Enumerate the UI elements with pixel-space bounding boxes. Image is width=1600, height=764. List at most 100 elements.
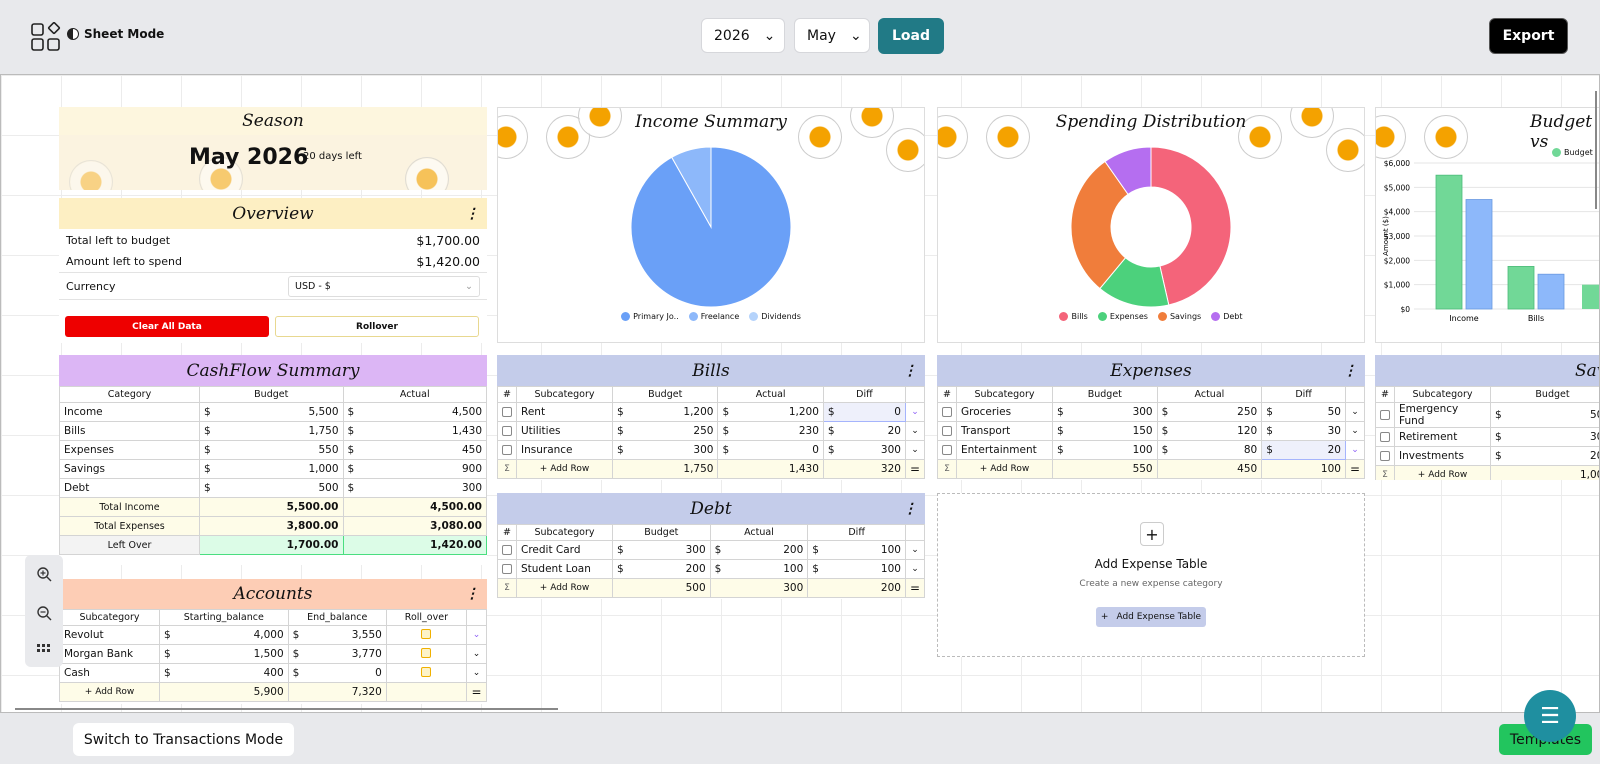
chevron-down-icon[interactable]: ⌄ — [466, 663, 487, 683]
accounts-menu-icon[interactable]: ⋮ — [465, 586, 479, 602]
actual-cell[interactable]: 1,430 — [358, 421, 488, 441]
budget-cell[interactable]: 500 — [214, 478, 344, 498]
row-checkbox[interactable] — [1380, 451, 1390, 461]
row-checkbox[interactable] — [502, 545, 512, 555]
chevron-down-icon[interactable]: ⌄ — [466, 625, 487, 645]
zoom-in-icon[interactable] — [36, 566, 52, 582]
rollover-checkbox[interactable] — [421, 628, 432, 639]
rollover-checkbox[interactable] — [421, 666, 432, 677]
chevron-down-icon[interactable]: ⌄ — [904, 559, 926, 579]
account-name[interactable]: Morgan Bank — [59, 644, 160, 664]
bills-menu-icon[interactable]: ⋮ — [903, 362, 917, 379]
currency-select[interactable]: USD - $ ⌄ — [288, 275, 480, 297]
actual-cell[interactable]: 900 — [358, 459, 488, 479]
legend-item[interactable]: Primary Jo.. — [621, 312, 679, 321]
subcategory-cell[interactable]: Groceries — [956, 402, 1053, 422]
add-row-button[interactable]: + Add Row — [516, 578, 613, 598]
chevron-down-icon[interactable]: ⌄ — [904, 402, 926, 422]
budget-cell[interactable]: 500 — [1505, 402, 1599, 428]
subcategory-cell[interactable]: Credit Card — [516, 540, 613, 560]
legend-item[interactable]: Savings — [1157, 312, 1201, 321]
plus-icon[interactable]: + — [1140, 522, 1164, 546]
end-balance[interactable]: 0 — [303, 663, 387, 683]
actual-cell[interactable]: 250 — [1172, 402, 1263, 422]
end-balance[interactable]: 3,550 — [303, 625, 387, 645]
diff-cell[interactable]: 100 — [822, 559, 906, 579]
starting-balance[interactable]: 1,500 — [174, 644, 289, 664]
actual-cell[interactable]: 100 — [725, 559, 809, 579]
budget-cell[interactable]: 200 — [1505, 446, 1599, 466]
row-checkbox[interactable] — [942, 426, 952, 436]
bar-clipped[interactable] — [1582, 284, 1600, 309]
legend-item[interactable]: Expenses — [1097, 312, 1148, 321]
zoom-out-icon[interactable] — [36, 605, 52, 621]
row-checkbox[interactable] — [942, 407, 952, 417]
rollover-button[interactable]: Rollover — [275, 316, 479, 337]
starting-balance[interactable]: 4,000 — [174, 625, 289, 645]
export-button[interactable]: Export — [1489, 18, 1568, 54]
bar-income-1[interactable] — [1465, 199, 1493, 310]
budget-cell[interactable]: 200 — [627, 559, 711, 579]
add-row-button[interactable]: + Add Row — [1394, 465, 1491, 480]
budget-cell[interactable]: 1,000 — [214, 459, 344, 479]
add-row-button[interactable]: + Add Row — [59, 682, 160, 702]
overview-menu-icon[interactable]: ⋮ — [465, 205, 479, 222]
add-expense-table-button[interactable]: + Add Expense Table — [1096, 607, 1206, 627]
bar-bills-1[interactable] — [1537, 273, 1565, 310]
add-row-button[interactable]: + Add Row — [956, 459, 1053, 479]
keypad-icon[interactable] — [37, 643, 51, 656]
formula-icon[interactable]: = — [904, 459, 926, 479]
add-row-button[interactable]: + Add Row — [516, 459, 613, 479]
subcategory-cell[interactable]: Emergency Fund — [1394, 402, 1491, 428]
debt-menu-icon[interactable]: ⋮ — [903, 500, 917, 517]
diff-cell[interactable]: 30 — [1276, 421, 1346, 441]
account-name[interactable]: Revolut — [59, 625, 160, 645]
budget-cell[interactable]: 100 — [1067, 440, 1158, 460]
diff-cell[interactable]: 20 — [838, 421, 906, 441]
subcategory-cell[interactable]: Rent — [516, 402, 613, 422]
actual-cell[interactable]: 1,200 — [733, 402, 824, 422]
budget-cell[interactable]: 250 — [627, 421, 719, 441]
budget-cell[interactable]: 300 — [1505, 427, 1599, 447]
actual-cell[interactable]: 450 — [358, 440, 488, 460]
load-button[interactable]: Load — [878, 18, 944, 54]
sheet-canvas[interactable]: Season May 2026 20 days left Overview ⋮ … — [0, 74, 1600, 713]
subcategory-cell[interactable]: Utilities — [516, 421, 613, 441]
bar-income-0[interactable] — [1435, 174, 1463, 310]
expenses-menu-icon[interactable]: ⋮ — [1343, 362, 1357, 379]
actual-cell[interactable]: 80 — [1172, 440, 1263, 460]
diff-cell[interactable]: 20 — [1276, 440, 1346, 460]
legend-item[interactable]: Dividends — [749, 312, 801, 321]
category-cell[interactable]: Income — [59, 402, 200, 422]
chevron-down-icon[interactable]: ⌄ — [904, 540, 926, 560]
pie-slice-savings[interactable] — [1070, 160, 1129, 290]
clear-all-data-button[interactable]: Clear All Data — [65, 316, 269, 337]
app-grid-icon[interactable] — [31, 22, 61, 52]
row-checkbox[interactable] — [1380, 410, 1390, 420]
row-checkbox[interactable] — [1380, 432, 1390, 442]
rollover-checkbox[interactable] — [421, 647, 432, 658]
subcategory-cell[interactable]: Investments — [1394, 446, 1491, 466]
subcategory-cell[interactable]: Transport — [956, 421, 1053, 441]
diff-cell[interactable]: 0 — [838, 402, 906, 422]
month-select[interactable]: May ⌄ — [794, 18, 870, 53]
category-cell[interactable]: Bills — [59, 421, 200, 441]
chevron-down-icon[interactable]: ⌄ — [904, 421, 926, 441]
actual-cell[interactable]: 200 — [725, 540, 809, 560]
formula-icon[interactable]: = — [1344, 459, 1366, 479]
row-checkbox[interactable] — [502, 407, 512, 417]
sheet-mode-toggle[interactable]: Sheet Mode — [67, 27, 164, 41]
subcategory-cell[interactable]: Student Loan — [516, 559, 613, 579]
bar-bills-0[interactable] — [1507, 266, 1535, 310]
actual-cell[interactable]: 230 — [733, 421, 824, 441]
subcategory-cell[interactable]: Retirement — [1394, 427, 1491, 447]
chevron-down-icon[interactable]: ⌄ — [466, 644, 487, 664]
category-cell[interactable]: Expenses — [59, 440, 200, 460]
starting-balance[interactable]: 400 — [174, 663, 289, 683]
chevron-down-icon[interactable]: ⌄ — [1344, 421, 1366, 441]
category-cell[interactable]: Savings — [59, 459, 200, 479]
horizontal-scrollbar[interactable] — [15, 708, 558, 710]
chevron-down-icon[interactable]: ⌄ — [1344, 402, 1366, 422]
formula-icon[interactable]: = — [904, 578, 926, 598]
budget-cell[interactable]: 1,200 — [627, 402, 719, 422]
